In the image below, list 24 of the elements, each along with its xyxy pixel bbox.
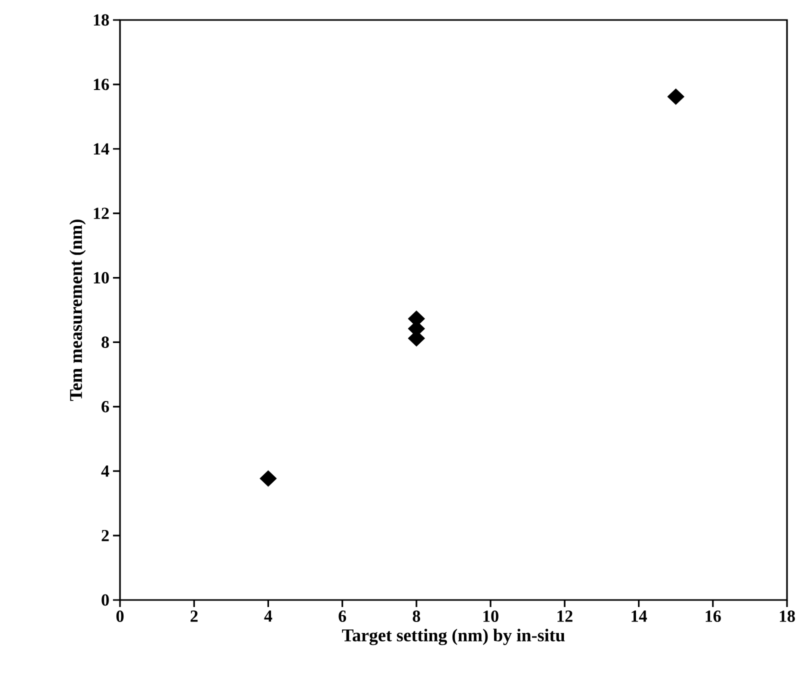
x-axis-title: Target setting (nm) by in-situ bbox=[342, 628, 565, 646]
y-tick-label: 10 bbox=[94, 272, 109, 284]
y-tick-label: 6 bbox=[102, 400, 109, 412]
y-tick-label: 4 bbox=[101, 466, 110, 477]
x-tick-label: 18 bbox=[780, 610, 795, 622]
x-tick-label: 16 bbox=[706, 610, 721, 622]
y-tick-label: 16 bbox=[94, 78, 109, 90]
y-axis-title: Tem measurement (nm) bbox=[69, 220, 86, 401]
point bbox=[260, 470, 277, 487]
y-tick-label: 12 bbox=[94, 208, 109, 219]
y-tick-label: 8 bbox=[102, 336, 109, 348]
x-tick-label: 14 bbox=[632, 610, 647, 622]
x-tick-label: 2 bbox=[190, 610, 198, 622]
y-tick-label: 14 bbox=[94, 143, 110, 154]
x-tick-label: 4 bbox=[264, 610, 272, 622]
x-tick-label: 8 bbox=[412, 610, 420, 622]
x-tick-label: 6 bbox=[338, 610, 346, 622]
y-tick-label: 2 bbox=[102, 530, 109, 542]
x-tick-label: 0 bbox=[116, 610, 124, 622]
y-tick-label: 0 bbox=[102, 594, 109, 606]
x-tick-label: 12 bbox=[558, 610, 572, 622]
point bbox=[667, 88, 684, 105]
x-tick-label: 10 bbox=[483, 610, 498, 622]
y-tick-label: 18 bbox=[94, 14, 109, 26]
